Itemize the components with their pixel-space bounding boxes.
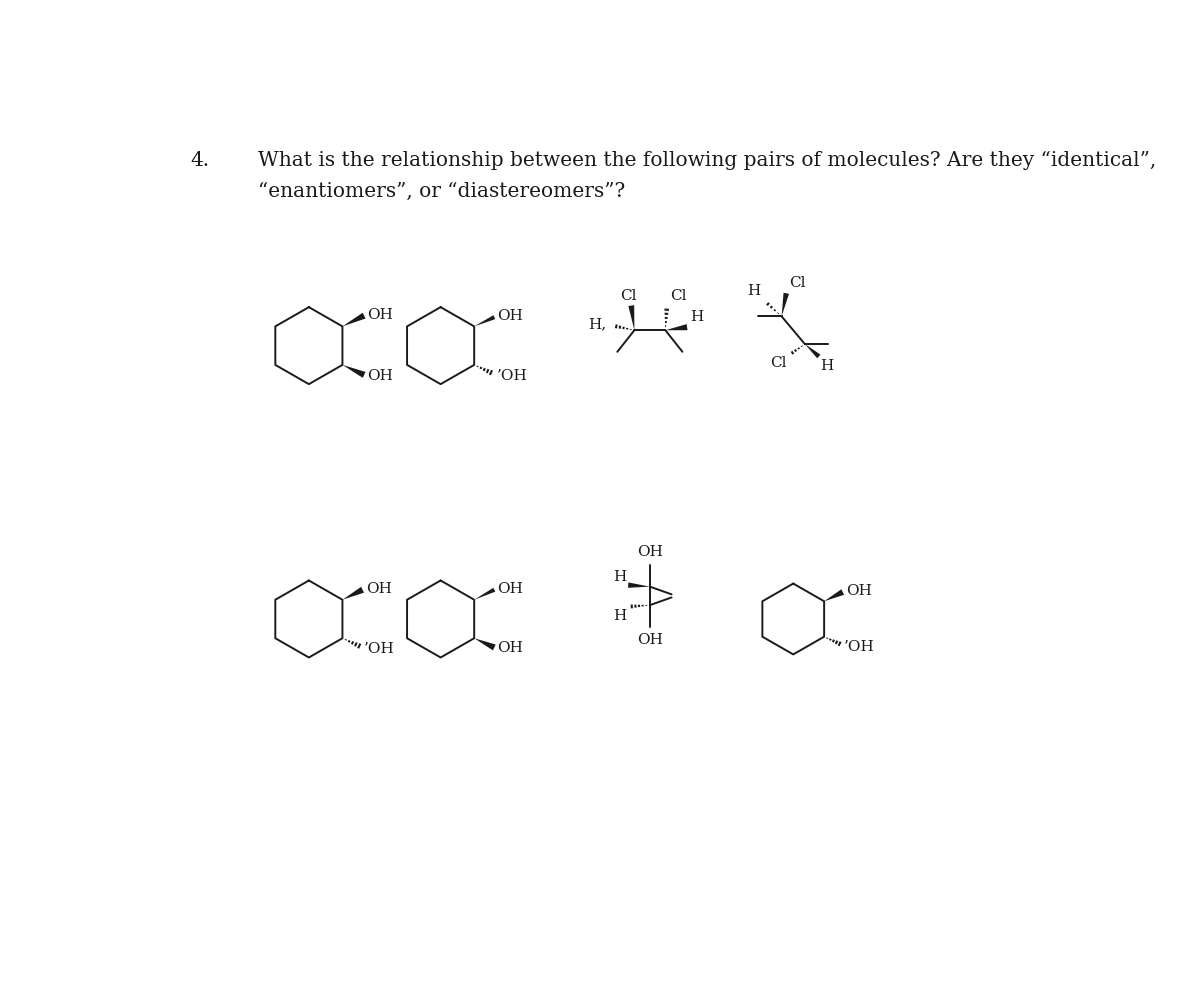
Polygon shape bbox=[342, 587, 364, 599]
Text: H: H bbox=[821, 359, 834, 373]
Text: H,: H, bbox=[588, 317, 606, 331]
Polygon shape bbox=[342, 313, 366, 327]
Polygon shape bbox=[474, 315, 496, 327]
Polygon shape bbox=[628, 583, 650, 588]
Text: Cl: Cl bbox=[769, 356, 786, 371]
Text: H: H bbox=[613, 570, 626, 584]
Text: H: H bbox=[690, 310, 703, 324]
Text: OH: OH bbox=[367, 369, 394, 383]
Text: OH: OH bbox=[637, 544, 662, 559]
Text: OH: OH bbox=[846, 585, 871, 598]
Polygon shape bbox=[474, 639, 496, 650]
Polygon shape bbox=[629, 305, 635, 331]
Text: OH: OH bbox=[498, 582, 523, 596]
Text: H: H bbox=[746, 284, 760, 298]
Text: What is the relationship between the following pairs of molecules? Are they “ide: What is the relationship between the fol… bbox=[258, 151, 1157, 170]
Text: Cl: Cl bbox=[620, 288, 636, 302]
Polygon shape bbox=[781, 292, 790, 317]
Polygon shape bbox=[342, 365, 366, 378]
Text: “enantiomers”, or “diastereomers”?: “enantiomers”, or “diastereomers”? bbox=[258, 181, 625, 201]
Text: OH: OH bbox=[367, 308, 394, 322]
Text: ’OH: ’OH bbox=[845, 640, 875, 653]
Polygon shape bbox=[665, 324, 688, 331]
Polygon shape bbox=[805, 344, 821, 358]
Text: OH: OH bbox=[366, 582, 391, 596]
Polygon shape bbox=[824, 590, 844, 601]
Text: H: H bbox=[613, 609, 626, 623]
Text: OH: OH bbox=[498, 642, 523, 655]
Text: Cl: Cl bbox=[670, 288, 686, 302]
Text: 4.: 4. bbox=[191, 151, 210, 170]
Text: OH: OH bbox=[637, 633, 662, 646]
Text: Cl: Cl bbox=[790, 277, 806, 290]
Text: OH: OH bbox=[498, 309, 523, 324]
Text: ’OH: ’OH bbox=[364, 642, 395, 656]
Text: ’OH: ’OH bbox=[497, 369, 528, 383]
Polygon shape bbox=[474, 588, 496, 599]
